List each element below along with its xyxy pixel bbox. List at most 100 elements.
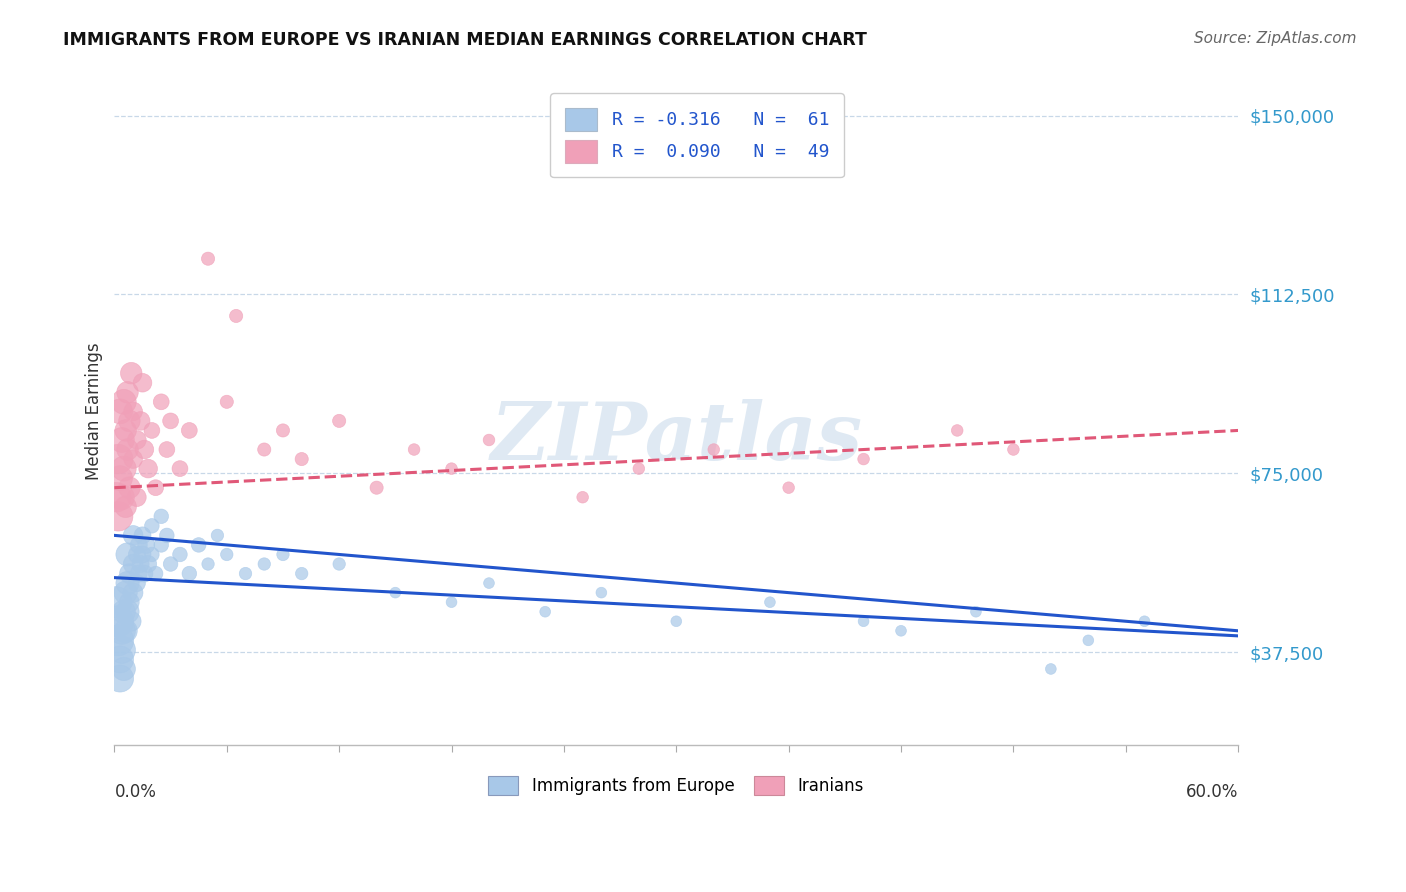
Point bbox=[179, 566, 201, 581]
Point bbox=[1039, 662, 1062, 676]
Point bbox=[125, 490, 148, 504]
Point bbox=[703, 442, 725, 457]
Point bbox=[150, 394, 173, 409]
Point bbox=[122, 452, 145, 467]
Point bbox=[131, 376, 153, 390]
Point bbox=[117, 442, 139, 457]
Point bbox=[384, 585, 406, 599]
Point bbox=[159, 414, 181, 428]
Point bbox=[118, 481, 141, 495]
Point bbox=[117, 605, 139, 619]
Point bbox=[134, 442, 156, 457]
Point bbox=[665, 614, 688, 628]
Point bbox=[122, 557, 145, 571]
Point bbox=[215, 548, 238, 562]
Point bbox=[145, 481, 167, 495]
Point bbox=[187, 538, 209, 552]
Point bbox=[111, 490, 134, 504]
Point bbox=[141, 424, 163, 438]
Point bbox=[1002, 442, 1025, 457]
Point bbox=[114, 585, 136, 599]
Point bbox=[125, 433, 148, 447]
Point bbox=[118, 595, 141, 609]
Point bbox=[169, 548, 191, 562]
Point bbox=[136, 557, 159, 571]
Point bbox=[328, 414, 350, 428]
Point bbox=[108, 471, 131, 485]
Text: Source: ZipAtlas.com: Source: ZipAtlas.com bbox=[1194, 31, 1357, 46]
Point bbox=[112, 605, 135, 619]
Point bbox=[253, 442, 276, 457]
Y-axis label: Median Earnings: Median Earnings bbox=[86, 343, 103, 480]
Point bbox=[120, 366, 142, 380]
Point bbox=[440, 595, 463, 609]
Point bbox=[107, 452, 129, 467]
Point bbox=[852, 452, 875, 467]
Text: 0.0%: 0.0% bbox=[114, 783, 156, 801]
Point bbox=[108, 652, 131, 666]
Point bbox=[107, 614, 129, 628]
Point bbox=[145, 566, 167, 581]
Point bbox=[128, 538, 150, 552]
Point bbox=[150, 509, 173, 524]
Point bbox=[404, 442, 426, 457]
Point bbox=[291, 452, 314, 467]
Point bbox=[571, 490, 593, 504]
Point bbox=[114, 424, 136, 438]
Point bbox=[207, 528, 229, 542]
Point bbox=[111, 433, 134, 447]
Point bbox=[125, 576, 148, 591]
Point bbox=[141, 548, 163, 562]
Point bbox=[1077, 633, 1099, 648]
Point bbox=[591, 585, 613, 599]
Point bbox=[135, 538, 157, 552]
Point bbox=[134, 566, 156, 581]
Point bbox=[128, 566, 150, 581]
Point bbox=[118, 566, 141, 581]
Point bbox=[136, 461, 159, 475]
Point bbox=[111, 643, 134, 657]
Point bbox=[112, 394, 135, 409]
Point bbox=[159, 557, 181, 571]
Point bbox=[440, 461, 463, 475]
Point bbox=[107, 509, 129, 524]
Point bbox=[890, 624, 912, 638]
Text: 60.0%: 60.0% bbox=[1185, 783, 1239, 801]
Text: IMMIGRANTS FROM EUROPE VS IRANIAN MEDIAN EARNINGS CORRELATION CHART: IMMIGRANTS FROM EUROPE VS IRANIAN MEDIAN… bbox=[63, 31, 868, 49]
Point bbox=[179, 424, 201, 438]
Point bbox=[108, 672, 131, 686]
Point bbox=[225, 309, 247, 323]
Point bbox=[141, 519, 163, 533]
Point bbox=[778, 481, 800, 495]
Point bbox=[150, 538, 173, 552]
Point bbox=[105, 490, 128, 504]
Point bbox=[759, 595, 782, 609]
Point bbox=[129, 557, 152, 571]
Point bbox=[114, 624, 136, 638]
Point bbox=[478, 576, 501, 591]
Point bbox=[122, 404, 145, 418]
Point bbox=[235, 566, 257, 581]
Point bbox=[197, 252, 219, 266]
Point bbox=[122, 585, 145, 599]
Point bbox=[129, 414, 152, 428]
Point bbox=[253, 557, 276, 571]
Point bbox=[627, 461, 650, 475]
Point bbox=[169, 461, 191, 475]
Point bbox=[1133, 614, 1156, 628]
Point bbox=[328, 557, 350, 571]
Point bbox=[131, 528, 153, 542]
Point bbox=[117, 548, 139, 562]
Point bbox=[946, 424, 969, 438]
Point bbox=[120, 614, 142, 628]
Point bbox=[271, 548, 294, 562]
Point bbox=[105, 595, 128, 609]
Point bbox=[215, 394, 238, 409]
Point bbox=[965, 605, 987, 619]
Legend: Immigrants from Europe, Iranians: Immigrants from Europe, Iranians bbox=[479, 768, 873, 804]
Point bbox=[112, 662, 135, 676]
Point bbox=[111, 624, 134, 638]
Point bbox=[852, 614, 875, 628]
Point bbox=[156, 528, 179, 542]
Point bbox=[117, 385, 139, 400]
